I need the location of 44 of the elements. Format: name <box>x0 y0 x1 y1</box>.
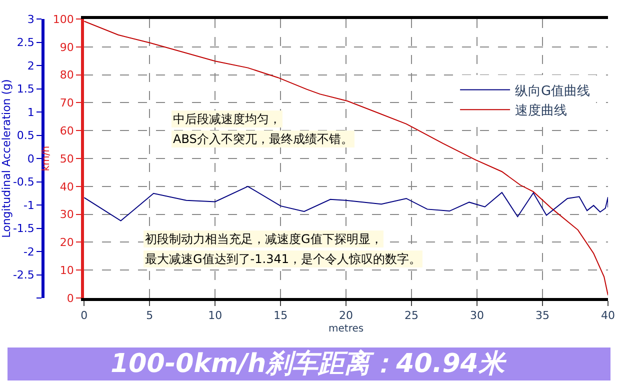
y2-tick-label: -1.5 <box>12 222 34 236</box>
x-tick-label: 10 <box>208 309 222 322</box>
legend-label: 速度曲线 <box>515 102 568 119</box>
annotation: ABS介入不突兀，最终成绩不错。 <box>173 132 353 146</box>
y2-tick-label: 1 <box>27 106 34 119</box>
x-tick-label: 0 <box>80 309 88 322</box>
y-tick-label: 90 <box>60 40 74 54</box>
y-tick-label: 30 <box>60 208 74 222</box>
x-tick-label: 40 <box>601 309 615 322</box>
y-tick-label: 50 <box>60 152 74 166</box>
y2-tick-label: 0 <box>27 152 34 166</box>
line-series <box>84 20 608 296</box>
y-tick-label: 20 <box>60 236 74 250</box>
y-tick-label: 40 <box>60 180 74 194</box>
y-tick-label: 80 <box>60 68 74 82</box>
annotation: 最大减速G值达到了-1.341，是个令人惊叹的数字。 <box>145 252 421 266</box>
y2-tick-label: -0.5 <box>12 176 34 189</box>
x-tick-label: 35 <box>536 309 550 322</box>
x-tick-label: 30 <box>470 309 484 322</box>
y-tick-label: 100 <box>52 12 74 26</box>
y2-tick-label: 2 <box>27 59 34 72</box>
annotation: 初段制动力相当充足，减速度G值下探明显， <box>145 232 382 246</box>
y-tick-label: 10 <box>60 264 74 277</box>
x-axis-title: metres <box>328 324 364 335</box>
y-tick-label: 0 <box>66 292 74 305</box>
x-tick-label: 15 <box>274 309 288 322</box>
y-axis-title: km/h <box>40 146 52 172</box>
annotation: 中后段减速度均匀， <box>173 112 281 126</box>
x-tick-label: 5 <box>146 309 154 322</box>
y2-tick-label: 0.5 <box>16 129 34 142</box>
text: 100-0km/h刹车距离：40.94米 <box>110 349 508 379</box>
line-series <box>84 186 608 222</box>
y-tick-label: 60 <box>60 124 74 138</box>
y2-axis-title: Longitudinal Acceleration (g) <box>0 79 13 238</box>
y2-tick-label: -2 <box>23 245 34 258</box>
x-tick-label: 25 <box>404 309 419 322</box>
y2-tick-label: 3 <box>27 12 34 26</box>
y2-tick-label: -2.5 <box>12 268 34 282</box>
legend-label: 纵向G值曲线 <box>515 84 590 99</box>
y2-tick-label: 1.5 <box>16 82 34 96</box>
y2-tick-label: 2.5 <box>16 36 34 50</box>
x-tick-label: 20 <box>339 309 354 322</box>
y2-tick-label: -1 <box>23 198 34 212</box>
y-tick-label: 70 <box>60 96 74 110</box>
